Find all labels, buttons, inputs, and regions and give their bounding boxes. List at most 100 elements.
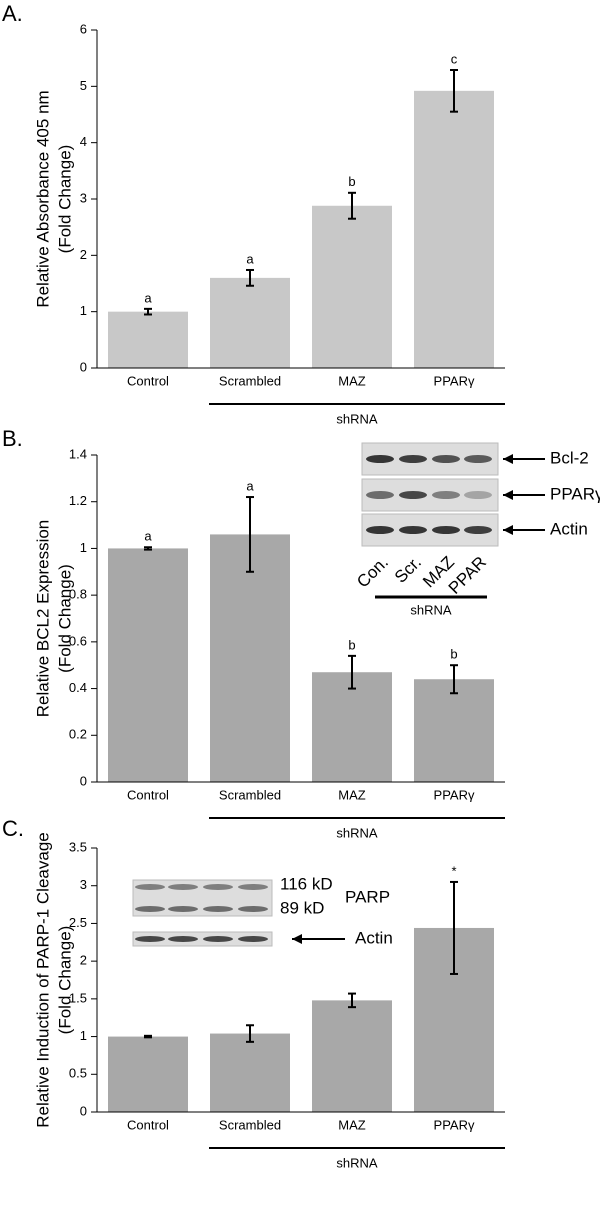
x-tick-label: MAZ — [338, 1117, 366, 1132]
blot-band — [203, 906, 233, 912]
bar — [210, 534, 290, 782]
y-tick-label: 3.5 — [69, 839, 87, 854]
error-bar — [144, 307, 152, 316]
blot-band — [399, 455, 427, 463]
panel-label: C. — [2, 816, 24, 841]
blot-band — [168, 884, 198, 890]
panel-label: B. — [2, 426, 23, 451]
blot-band — [135, 906, 165, 912]
x-tick-label: PPARγ — [434, 787, 475, 802]
inset-size-label: 89 kD — [280, 898, 324, 917]
annotation: a — [246, 478, 254, 493]
x-tick-label: PPARγ — [434, 1117, 475, 1132]
inset-lane-label: PPAR — [445, 553, 490, 598]
y-axis-label: (Fold Change) — [55, 926, 74, 1035]
group-label: shRNA — [336, 1155, 378, 1170]
annotation: b — [348, 174, 355, 189]
blot-band — [168, 906, 198, 912]
y-tick-label: 5 — [80, 78, 87, 93]
inset-band-label: PPARγ — [550, 484, 600, 503]
bar — [210, 1033, 290, 1112]
blot-band — [432, 491, 460, 499]
error-bar — [246, 1024, 254, 1043]
y-tick-label: 0.2 — [69, 727, 87, 742]
y-axis-label: (Fold Change) — [55, 145, 74, 254]
y-tick-label: 1.2 — [69, 493, 87, 508]
error-bar — [450, 664, 458, 695]
group-label: shRNA — [336, 411, 378, 426]
error-bar — [450, 68, 458, 113]
annotation: c — [451, 51, 458, 66]
error-bar — [246, 268, 254, 287]
blot-band — [464, 455, 492, 463]
error-bar — [144, 546, 152, 551]
y-tick-label: 3 — [80, 877, 87, 892]
x-tick-label: Scrambled — [219, 1117, 281, 1132]
error-bar — [246, 496, 254, 573]
blot-band — [135, 884, 165, 890]
y-tick-label: 0.5 — [69, 1066, 87, 1081]
blot-band — [432, 455, 460, 463]
annotation: b — [348, 637, 355, 652]
blot-band — [366, 491, 394, 499]
y-tick-label: 0 — [80, 359, 87, 374]
bar — [108, 311, 188, 368]
inset-group-label: shRNA — [410, 602, 452, 617]
blot-band — [432, 526, 460, 534]
bar — [312, 672, 392, 782]
bar — [108, 548, 188, 782]
inset-lane-label: Con. — [353, 553, 392, 592]
y-tick-label: 0.4 — [69, 680, 87, 695]
blot-band — [366, 455, 394, 463]
y-tick-label: 1 — [80, 540, 87, 555]
blot-band — [399, 491, 427, 499]
y-tick-label: 2 — [80, 953, 87, 968]
bar — [312, 1000, 392, 1112]
blot-band — [203, 884, 233, 890]
bar — [414, 90, 494, 368]
blot — [132, 931, 273, 947]
group-label: shRNA — [336, 825, 378, 840]
error-bar — [348, 992, 356, 1009]
bar — [108, 1036, 188, 1112]
blot-band — [238, 936, 268, 942]
annotation: * — [451, 863, 456, 878]
y-tick-label: 1.4 — [69, 446, 87, 461]
blot-band — [168, 936, 198, 942]
x-tick-label: MAZ — [338, 787, 366, 802]
x-tick-label: Control — [127, 1117, 169, 1132]
inset-band-label: Bcl-2 — [550, 448, 589, 467]
bar — [210, 277, 290, 368]
x-tick-label: Scrambled — [219, 787, 281, 802]
x-tick-label: Control — [127, 787, 169, 802]
annotation: b — [450, 647, 457, 662]
blot-band — [399, 526, 427, 534]
y-axis-label: Relative Absorbance 405 nm — [33, 90, 52, 307]
error-bar — [144, 1034, 152, 1039]
blot-band — [238, 884, 268, 890]
y-tick-label: 1 — [80, 303, 87, 318]
y-tick-label: 2.5 — [69, 915, 87, 930]
inset-lane-label: Scr. — [391, 553, 425, 587]
y-tick-label: 3 — [80, 190, 87, 205]
y-axis-label: Relative BCL2 Expression — [33, 520, 52, 717]
inset-protein-label: PARP — [345, 887, 390, 906]
arrow-head — [292, 934, 302, 944]
x-tick-label: PPARγ — [434, 373, 475, 388]
arrow-head — [503, 525, 513, 535]
y-tick-label: 4 — [80, 134, 87, 149]
bar — [414, 679, 494, 782]
y-tick-label: 1 — [80, 1028, 87, 1043]
inset-band-label: Actin — [550, 519, 588, 538]
y-tick-label: 0 — [80, 1103, 87, 1118]
x-tick-label: MAZ — [338, 373, 366, 388]
y-tick-label: 0.8 — [69, 587, 87, 602]
bar — [312, 205, 392, 368]
y-tick-label: 2 — [80, 247, 87, 262]
panel-label: A. — [2, 1, 23, 26]
annotation: a — [144, 529, 152, 544]
arrow-head — [503, 454, 513, 464]
error-bar — [348, 654, 356, 690]
